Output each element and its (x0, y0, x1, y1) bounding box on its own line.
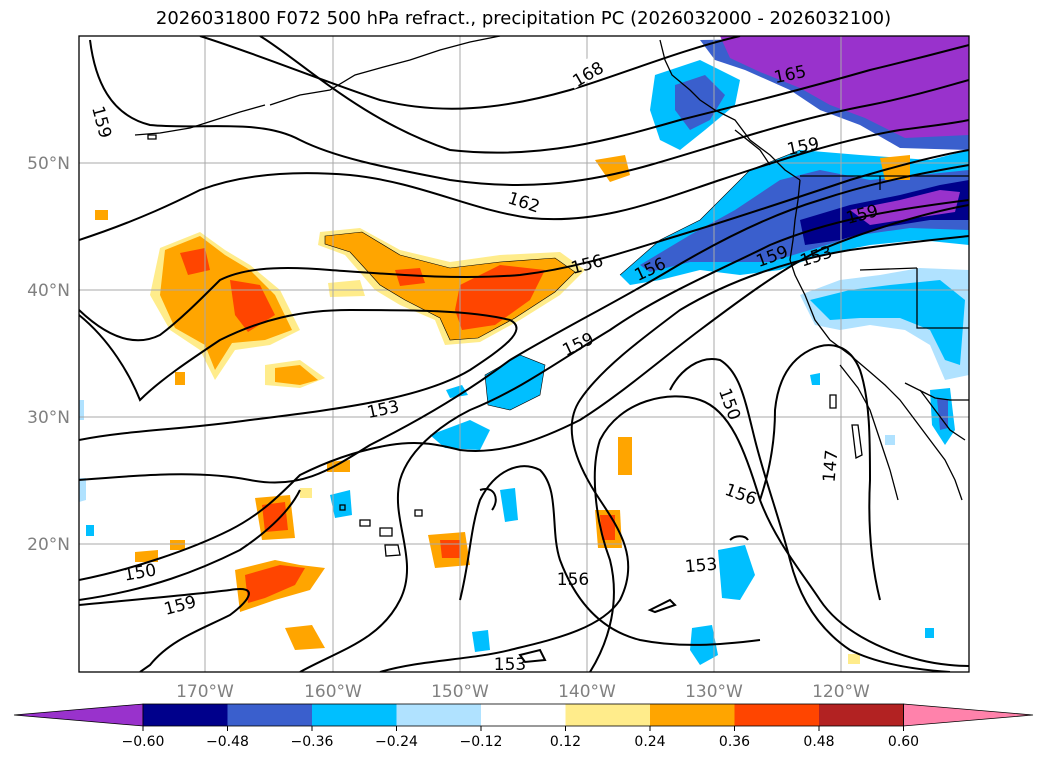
lat-label: 20°N (27, 535, 70, 555)
contour-label-147: 147 (820, 449, 843, 483)
colorbar-tick-label: 0.36 (719, 734, 750, 750)
colorbar-tick-label: 0.12 (550, 734, 581, 750)
colorbar-segment (903, 703, 1034, 727)
contour-label-153: 153 (494, 655, 526, 675)
lat-label: 40°N (27, 281, 70, 301)
latitude-labels: 50°N 40°N 30°N 20°N (27, 154, 70, 555)
shading-outlines (324, 149, 801, 411)
colorbar-tick-label: −0.48 (206, 734, 249, 750)
plot-frame (78, 35, 970, 673)
colorbar-segment (143, 704, 228, 726)
lon-label: 140°W (558, 682, 616, 702)
colorbar-tick-label: −0.12 (460, 734, 503, 750)
colorbar-tick-label: 0.48 (803, 734, 834, 750)
colorbar-segment (396, 704, 482, 726)
lat-label: 30°N (27, 408, 70, 428)
colorbar-outline (142, 703, 904, 727)
colorbar-segment (734, 704, 820, 726)
colorbar-segment (227, 704, 313, 726)
colorbar-segment (650, 704, 735, 726)
longitude-labels: 170°W 160°W 150°W 140°W 130°W 120°W (176, 682, 870, 702)
colorbar-segment (312, 704, 397, 726)
contour-label-153: 153 (684, 555, 718, 578)
colorbar-segment (819, 704, 904, 726)
lon-label: 120°W (812, 682, 870, 702)
lon-label: 170°W (176, 682, 234, 702)
colorbar-tick-label: −0.36 (291, 734, 334, 750)
colorbar-tick-label: −0.24 (375, 734, 418, 750)
colorbar: −0.60 −0.48 −0.36 −0.24 −0.12 0.12 0.24 0.36 0.4… (13, 703, 1034, 750)
height-contours (79, 36, 969, 672)
lon-label: 150°W (431, 682, 489, 702)
map-title: 2026031800 F072 500 hPa refract., precip… (155, 8, 892, 29)
lon-label: 130°W (685, 682, 743, 702)
map-gridlines (79, 36, 969, 672)
contour-label-156: 156 (557, 570, 589, 590)
lat-label: 50°N (27, 154, 70, 174)
colorbar-tick-label: −0.60 (122, 734, 165, 750)
precip-negative-shading (79, 36, 969, 665)
colorbar-tick-label: 0.24 (634, 734, 665, 750)
colorbar-segment (565, 704, 651, 726)
colorbar-segment (481, 704, 566, 726)
lon-label: 160°W (304, 682, 362, 702)
colorbar-tick-label: 0.60 (888, 734, 919, 750)
colorbar-segment (13, 703, 144, 727)
